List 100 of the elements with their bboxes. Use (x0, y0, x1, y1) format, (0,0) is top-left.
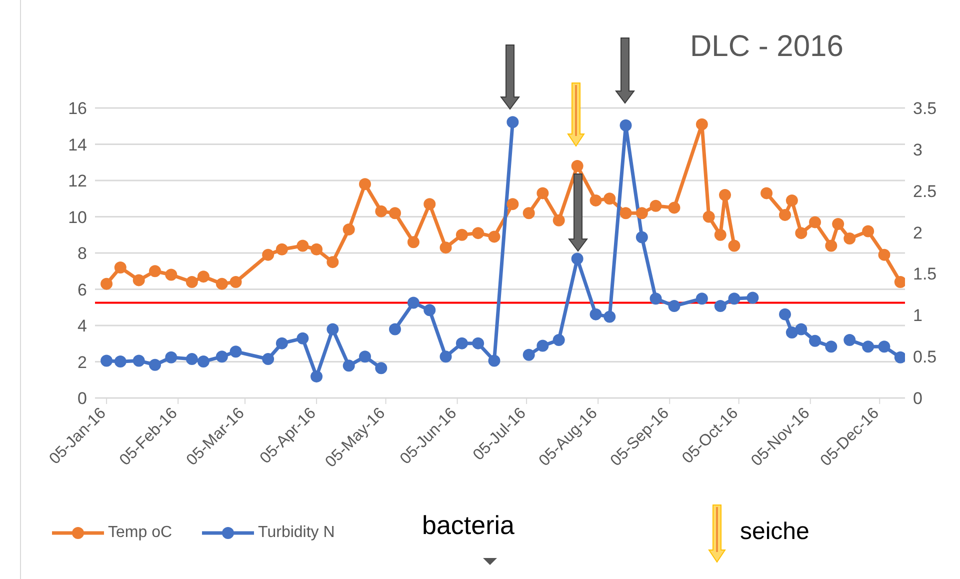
point (746, 292, 759, 304)
point (536, 187, 549, 200)
point (310, 370, 323, 382)
point (862, 225, 874, 238)
point (696, 292, 708, 305)
point (844, 334, 856, 346)
point (132, 354, 145, 367)
point (636, 231, 648, 244)
point (424, 304, 436, 316)
y2-tick-label: 1.5 (913, 264, 937, 284)
point (375, 362, 388, 374)
y-tick-label: 12 (68, 172, 87, 191)
point (359, 350, 371, 363)
point (552, 334, 565, 346)
y2-tick-label: 2 (913, 223, 922, 242)
point (702, 210, 715, 223)
y-tick-label: 0 (78, 389, 87, 408)
point (424, 198, 436, 210)
point (276, 243, 288, 256)
point (342, 223, 355, 236)
point (779, 308, 791, 320)
point (389, 323, 401, 336)
point (760, 187, 773, 200)
point (114, 262, 126, 274)
point (552, 214, 565, 226)
point (407, 296, 420, 309)
point (590, 308, 602, 320)
point (571, 160, 584, 172)
point (650, 200, 662, 212)
point (825, 240, 838, 252)
point (100, 278, 113, 290)
point (668, 202, 680, 214)
point (714, 228, 726, 241)
point (230, 276, 242, 288)
point (620, 207, 632, 220)
point (604, 310, 616, 323)
point (100, 354, 113, 367)
point (342, 360, 355, 372)
point (165, 268, 178, 281)
point (488, 354, 500, 367)
point (536, 340, 549, 352)
point (825, 340, 838, 353)
chart-title: DLC - 2016 (690, 30, 844, 64)
legend-label: Temp oC (108, 524, 172, 542)
point (375, 205, 388, 218)
y2-tick-label: 3.5 (913, 99, 937, 118)
point (389, 207, 401, 220)
point (132, 274, 145, 286)
point (296, 332, 309, 344)
y2-tick-label: 1 (913, 306, 922, 326)
point (262, 353, 274, 366)
point (604, 192, 616, 205)
y-tick-label: 2 (78, 352, 87, 372)
point (728, 240, 740, 252)
y2-tick-label: 0 (913, 389, 922, 408)
point (216, 278, 228, 290)
point (696, 118, 708, 130)
point (149, 358, 161, 371)
y2-tick-label: 0.5 (913, 348, 937, 367)
point (440, 350, 452, 363)
point (571, 252, 584, 265)
point (795, 227, 808, 240)
point (620, 119, 632, 132)
point (522, 348, 535, 361)
point (472, 227, 484, 240)
point (862, 340, 874, 353)
text: seiche (740, 518, 810, 546)
point (326, 323, 339, 336)
point (522, 207, 535, 220)
point (878, 340, 890, 353)
point (440, 242, 452, 254)
text: bacteria (418, 510, 518, 541)
point (719, 189, 731, 201)
point (636, 207, 648, 220)
point (326, 256, 339, 268)
point (786, 326, 798, 339)
point (114, 356, 126, 368)
point (276, 337, 288, 350)
point (728, 292, 740, 305)
y2-tick-label: 2.5 (913, 182, 937, 201)
point (809, 216, 821, 228)
point (149, 265, 161, 278)
point (506, 198, 519, 210)
point (506, 116, 519, 128)
point (186, 276, 198, 288)
point (456, 337, 468, 350)
point (197, 270, 210, 283)
point (296, 240, 309, 252)
point (310, 243, 323, 256)
point (590, 194, 602, 206)
point (359, 178, 371, 190)
point (832, 218, 844, 230)
point (894, 276, 905, 288)
point (809, 334, 821, 347)
point (894, 351, 905, 364)
point (786, 194, 798, 206)
y-tick-label: 16 (68, 99, 87, 118)
point (844, 232, 856, 244)
y-tick-label: 6 (78, 280, 87, 300)
point (795, 323, 808, 336)
